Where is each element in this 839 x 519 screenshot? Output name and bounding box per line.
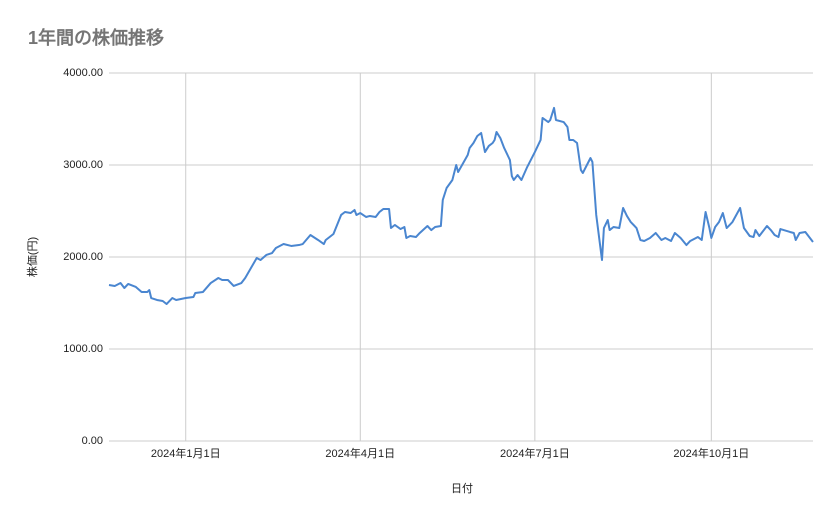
x-tick-label: 2024年10月1日 [673, 446, 749, 460]
y-tick-label: 3000.00 [63, 159, 103, 171]
y-tick-label: 1000.00 [63, 343, 103, 355]
y-tick-label: 2000.00 [63, 251, 103, 263]
x-axis-label: 日付 [451, 482, 473, 495]
y-tick-label: 4000.00 [63, 67, 103, 79]
line [108, 106, 814, 306]
chart-title: 1年間の株価推移 [28, 27, 164, 48]
x-tick-label: 2024年7月1日 [500, 446, 570, 460]
x-tick-label: 2024年1月1日 [151, 446, 221, 460]
y-axis-label: 株価(円) [25, 237, 39, 277]
x-tick-label: 2024年4月1日 [325, 446, 395, 460]
y-tick-label: 0.00 [82, 435, 103, 447]
